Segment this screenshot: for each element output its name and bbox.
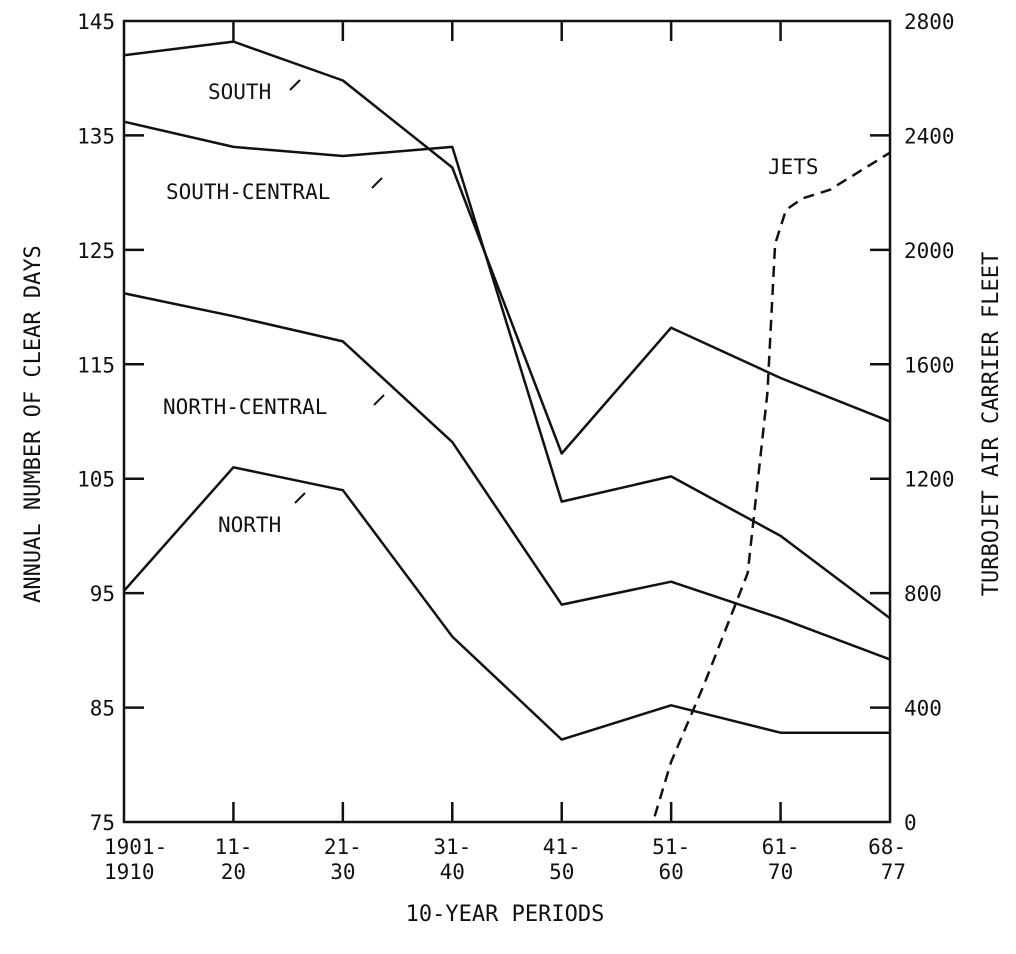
y-axis-label-left: ANNUAL NUMBER OF CLEAR DAYS (21, 245, 46, 603)
y-tick-label-right: 400 (904, 697, 942, 721)
plot-axes (122, 19, 892, 824)
y-tick-label-left: 135 (77, 124, 115, 148)
series-label-pointer (371, 177, 383, 189)
y-tick-label-right: 1200 (904, 468, 955, 492)
y-tick-label-right: 2800 (904, 10, 955, 34)
y-tick-label-right: 2000 (904, 239, 955, 263)
series-line-south (123, 40, 891, 455)
y-tick-label-right: 0 (904, 811, 917, 835)
x-tick-label: 1910 (104, 860, 155, 884)
series-line-south-central (123, 120, 891, 620)
x-tick-label: 30 (330, 860, 355, 884)
series-line-north (123, 466, 890, 741)
x-tick-label: 20 (221, 860, 246, 884)
y-tick-label-right: 800 (904, 582, 942, 606)
y-tick-label-right: 2400 (904, 124, 955, 148)
x-tick-label: 61- (762, 835, 800, 859)
series-label-pointer (294, 492, 306, 504)
x-tick-label: 51- (652, 835, 690, 859)
x-tick-label: 60 (658, 860, 683, 884)
y-tick-label-left: 75 (90, 811, 115, 835)
x-tick-label: 50 (549, 860, 574, 884)
y-tick-label-left: 115 (77, 353, 115, 377)
x-tick-label: 68- (868, 835, 906, 859)
x-tick-label: 77 (881, 860, 906, 884)
x-tick-label: 1901- (104, 835, 167, 859)
x-tick-label: 21- (324, 835, 362, 859)
y-tick-label-left: 125 (77, 239, 115, 263)
series-label-north: NORTH (218, 513, 281, 537)
y-tick-label-left: 85 (90, 697, 115, 721)
series-line-jets (653, 151, 891, 817)
x-axis-label: 10-YEAR PERIODS (406, 902, 605, 927)
y-tick-label-left: 105 (77, 468, 115, 492)
y-tick-label-left: 145 (77, 10, 115, 34)
series-label-north-central: NORTH-CENTRAL (163, 395, 327, 419)
x-tick-label: 41- (543, 835, 581, 859)
x-tick-label: 31- (433, 835, 471, 859)
y-tick-label-left: 95 (90, 582, 115, 606)
series-label-south-central: SOUTH-CENTRAL (166, 180, 330, 204)
series-label-pointer (289, 79, 301, 91)
y-tick-label-right: 1600 (904, 353, 955, 377)
series-label-south: SOUTH (208, 80, 271, 104)
tick-labels: 1901-1910 11-20 21-30 31-40 41-50 51-60 61-70 6… (77, 10, 955, 884)
tick-marks (124, 21, 890, 822)
plot-frame (122, 19, 892, 824)
x-tick-label: 40 (440, 860, 465, 884)
x-tick-label: 70 (768, 860, 793, 884)
series-label-pointer (373, 394, 385, 406)
series-label-jets: JETS (768, 155, 819, 179)
series-line-north-central (123, 292, 891, 661)
series-lines (123, 40, 891, 817)
y-axis-label-right: TURBOJET AIR CARRIER FLEET (979, 252, 1004, 596)
x-tick-label: 11- (214, 835, 252, 859)
series-labels: SOUTH SOUTH-CENTRAL NORTH-CENTRAL NORTH JETS (163, 79, 819, 537)
